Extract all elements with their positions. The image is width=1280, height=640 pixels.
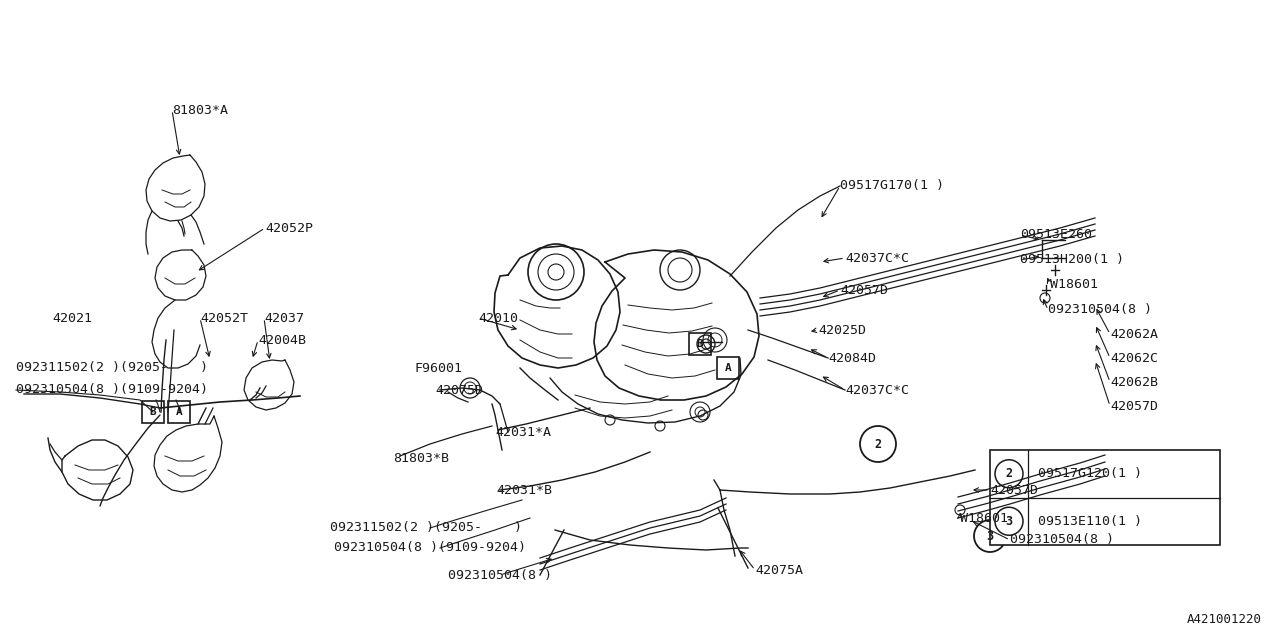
Bar: [989, 450, 1220, 545]
Text: W18601: W18601: [1050, 278, 1098, 291]
Text: 42057D: 42057D: [989, 483, 1038, 497]
Text: 092310504(8 ): 092310504(8 ): [448, 568, 552, 582]
Text: 092310504(8 ): 092310504(8 ): [1048, 303, 1152, 317]
Bar: [717, 357, 739, 379]
Text: 81803*A: 81803*A: [172, 104, 228, 116]
Text: A: A: [724, 363, 731, 373]
Text: 42084D: 42084D: [828, 351, 876, 365]
Text: A: A: [175, 407, 182, 417]
Text: F96001: F96001: [415, 362, 463, 374]
Text: 09513E260: 09513E260: [1020, 228, 1092, 241]
Bar: [142, 401, 164, 423]
Text: 42052P: 42052P: [265, 221, 314, 234]
Text: 2: 2: [1005, 467, 1012, 480]
Text: 42062C: 42062C: [1110, 351, 1158, 365]
Text: 42062B: 42062B: [1110, 376, 1158, 388]
Text: 09513E110(1 ): 09513E110(1 ): [1038, 515, 1142, 528]
Text: 42031*B: 42031*B: [497, 483, 552, 497]
Text: 42057D: 42057D: [1110, 399, 1158, 413]
Text: B: B: [150, 407, 156, 417]
Text: 3: 3: [987, 529, 993, 543]
Text: 092311502(2 )(9205-    ): 092311502(2 )(9205- ): [330, 522, 522, 534]
Text: A421001220: A421001220: [1187, 613, 1262, 626]
Text: 42010: 42010: [477, 312, 518, 324]
Text: 42075A: 42075A: [755, 563, 803, 577]
Text: 42037C*C: 42037C*C: [845, 383, 909, 397]
Bar: [168, 401, 189, 423]
Text: 42075D: 42075D: [435, 383, 483, 397]
Text: 42025D: 42025D: [818, 323, 867, 337]
Bar: [689, 333, 710, 355]
Text: 09517G120(1 ): 09517G120(1 ): [1038, 467, 1142, 480]
Text: 42062A: 42062A: [1110, 328, 1158, 340]
Text: 42037C*C: 42037C*C: [845, 252, 909, 264]
Text: 09513H200(1 ): 09513H200(1 ): [1020, 253, 1124, 266]
Text: 42052T: 42052T: [200, 312, 248, 324]
Text: 09517G170(1 ): 09517G170(1 ): [840, 179, 945, 193]
Text: 092310504(8 ): 092310504(8 ): [1010, 534, 1114, 547]
Text: 092311502(2 )(9205-    ): 092311502(2 )(9205- ): [15, 362, 207, 374]
Text: 42021: 42021: [52, 312, 92, 324]
Text: 81803*B: 81803*B: [393, 451, 449, 465]
Text: 092310504(8 )(9109-9204): 092310504(8 )(9109-9204): [334, 541, 526, 554]
Text: 42004B: 42004B: [259, 333, 306, 346]
Text: 092310504(8 )(9109-9204): 092310504(8 )(9109-9204): [15, 383, 207, 397]
Text: 2: 2: [874, 438, 882, 451]
Text: 3: 3: [1005, 515, 1012, 528]
Text: 42031*A: 42031*A: [495, 426, 550, 438]
Text: 42057D: 42057D: [840, 284, 888, 296]
Text: 42037: 42037: [264, 312, 305, 324]
Text: W18601: W18601: [960, 511, 1009, 525]
Text: B: B: [696, 339, 704, 349]
